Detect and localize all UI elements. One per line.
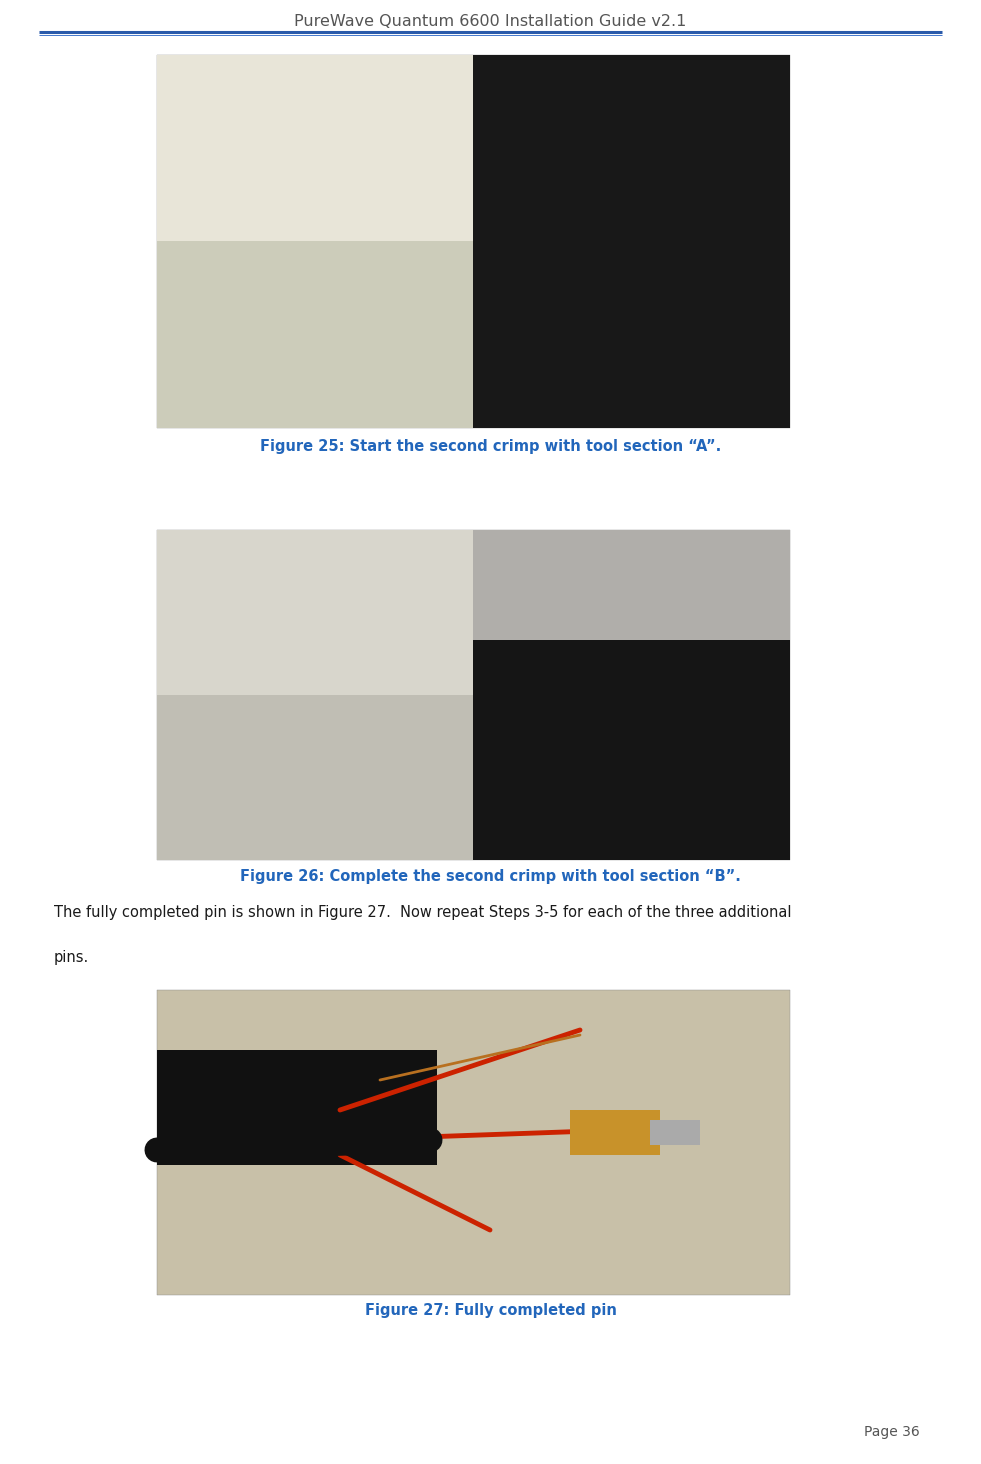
FancyBboxPatch shape bbox=[157, 56, 790, 242]
FancyBboxPatch shape bbox=[157, 56, 790, 427]
FancyBboxPatch shape bbox=[157, 530, 790, 859]
FancyBboxPatch shape bbox=[157, 1050, 437, 1165]
Text: Figure 26: Complete the second crimp with tool section “B”.: Figure 26: Complete the second crimp wit… bbox=[240, 868, 741, 883]
Text: Figure 25: Start the second crimp with tool section “A”.: Figure 25: Start the second crimp with t… bbox=[260, 439, 721, 454]
FancyBboxPatch shape bbox=[157, 530, 473, 695]
Text: Figure 27: Fully completed pin: Figure 27: Fully completed pin bbox=[365, 1303, 616, 1318]
FancyBboxPatch shape bbox=[650, 1120, 700, 1145]
Text: Page 36: Page 36 bbox=[864, 1424, 920, 1439]
FancyBboxPatch shape bbox=[157, 695, 473, 859]
FancyBboxPatch shape bbox=[473, 530, 790, 640]
FancyBboxPatch shape bbox=[570, 1110, 660, 1155]
FancyBboxPatch shape bbox=[473, 640, 790, 859]
Text: The fully completed pin is shown in Figure 27.  Now repeat Steps 3-5 for each of: The fully completed pin is shown in Figu… bbox=[54, 905, 792, 919]
FancyBboxPatch shape bbox=[473, 56, 790, 427]
Text: pins.: pins. bbox=[54, 950, 89, 965]
FancyBboxPatch shape bbox=[157, 242, 473, 427]
Text: PureWave Quantum 6600 Installation Guide v2.1: PureWave Quantum 6600 Installation Guide… bbox=[294, 15, 687, 29]
FancyBboxPatch shape bbox=[157, 990, 790, 1296]
